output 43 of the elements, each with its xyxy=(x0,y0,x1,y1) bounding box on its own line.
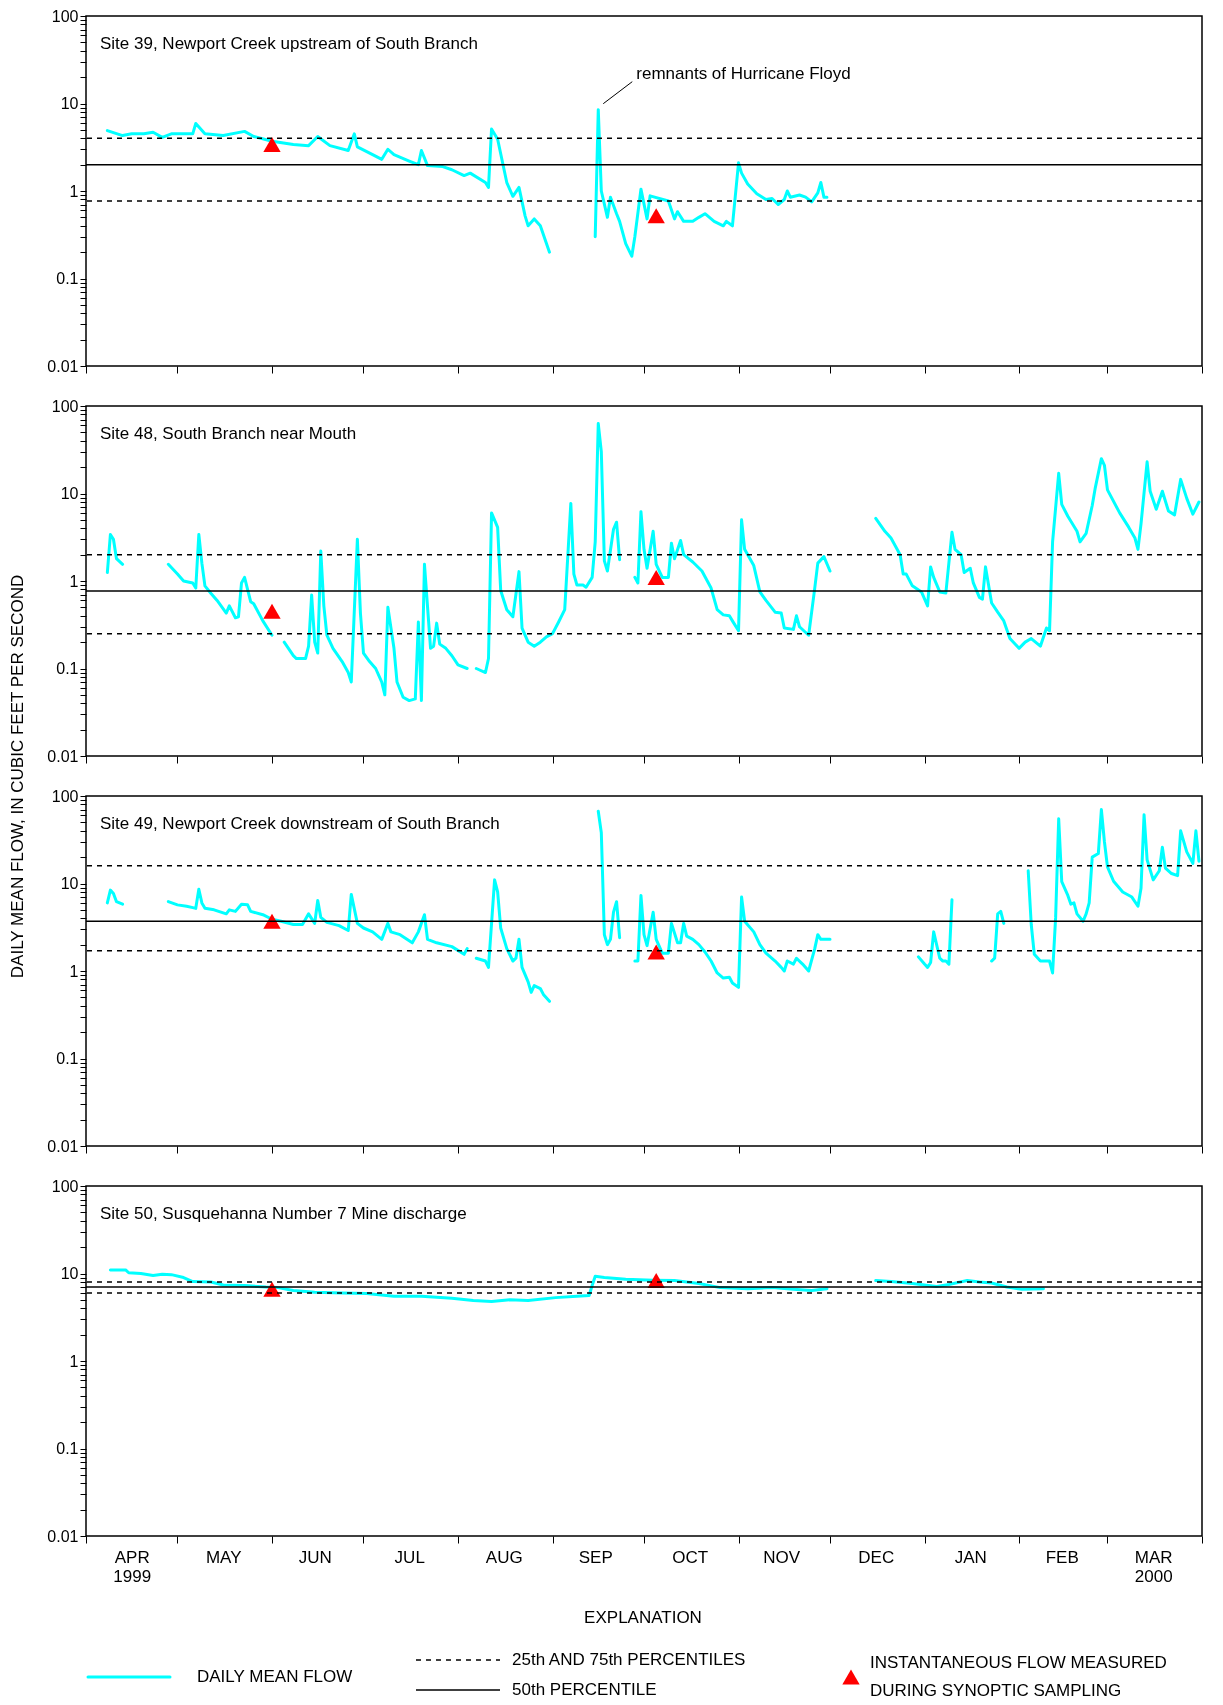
x-tick-label: NOV xyxy=(763,1547,801,1567)
text: Site 49, Newport Creek downstream of South Branch xyxy=(100,814,500,833)
y-tick-label: 1 xyxy=(69,182,79,200)
legend-label: INSTANTANEOUS FLOW MEASURED DURING SYNOPTIC SAMPLING xyxy=(870,1653,1167,1700)
legend-label: 25th AND 75th PERCENTILES xyxy=(512,1650,746,1669)
legend-label: DAILY MEAN FLOW xyxy=(197,1667,353,1686)
y-tick-label: 100 xyxy=(51,7,79,25)
x-tick-label: AUG xyxy=(485,1547,523,1567)
x-tick-label: MAY xyxy=(205,1547,242,1567)
legend-title: EXPLANATION xyxy=(584,1608,702,1627)
x-tick-label: JUL xyxy=(394,1547,425,1567)
y-tick-label: 100 xyxy=(51,1177,79,1195)
y-tick-label: 10 xyxy=(60,1265,79,1282)
x-tick-label: JUN xyxy=(298,1547,332,1567)
y-tick-label: 0.01 xyxy=(47,357,79,375)
y-tick-label: 0.01 xyxy=(47,747,79,765)
y-tick-label: 0.1 xyxy=(56,660,79,677)
text: Site 48, South Branch near Mouth xyxy=(100,424,357,443)
y-tick-label: 100 xyxy=(51,787,79,805)
annotation: remnants of Hurricane Floyd xyxy=(636,63,851,83)
x-tick-label: SEP xyxy=(578,1547,613,1567)
y-tick-label: 10 xyxy=(60,875,79,892)
x-tick-label: APR 1999 xyxy=(113,1547,152,1586)
x-tick-label: OCT xyxy=(672,1547,709,1567)
text: Site 39, Newport Creek upstream of South Branch xyxy=(100,34,478,53)
x-tick-label: DEC xyxy=(858,1547,895,1567)
y-axis-title: DAILY MEAN FLOW, IN CUBIC FEET PER SECOND xyxy=(8,574,28,979)
x-tick-label: MAR 2000 xyxy=(1134,1547,1173,1586)
y-tick-label: 1 xyxy=(69,572,79,590)
y-tick-label: 1 xyxy=(69,1352,79,1370)
y-tick-label: 1 xyxy=(69,962,79,980)
legend-label: 50th PERCENTILE xyxy=(512,1680,657,1699)
y-tick-label: 0.01 xyxy=(47,1137,79,1155)
x-tick-label: FEB xyxy=(1045,1547,1079,1567)
y-tick-label: 10 xyxy=(60,485,79,502)
y-tick-label: 100 xyxy=(51,397,79,415)
y-tick-label: 0.1 xyxy=(56,1050,79,1067)
y-tick-label: 0.1 xyxy=(56,270,79,287)
y-tick-label: 10 xyxy=(60,95,79,112)
y-tick-label: 0.1 xyxy=(56,1440,79,1457)
text: Site 50, Susquehanna Number 7 Mine discharge xyxy=(100,1204,467,1223)
y-tick-label: 0.01 xyxy=(47,1527,79,1545)
x-tick-label: JAN xyxy=(954,1547,987,1567)
